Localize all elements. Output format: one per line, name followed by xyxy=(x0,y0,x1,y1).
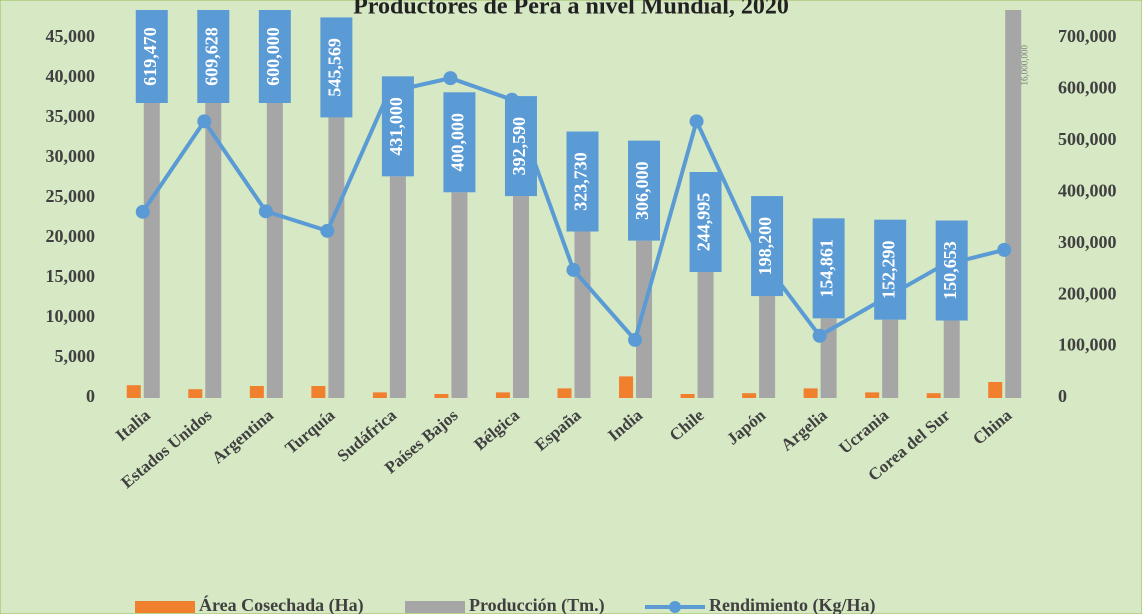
bar xyxy=(988,382,1003,398)
line-point xyxy=(566,262,581,277)
y-tick-label: 30,000 xyxy=(46,146,96,166)
bar xyxy=(619,376,634,398)
bar xyxy=(759,296,776,398)
line-point xyxy=(320,223,335,238)
y-tick-label: 45,000 xyxy=(46,26,96,46)
bar xyxy=(389,176,406,398)
y-tick-label: 25,000 xyxy=(46,186,96,206)
legend-swatch xyxy=(669,601,681,613)
value-label: 306,000 xyxy=(632,161,652,220)
bar xyxy=(266,89,283,398)
legend-label: Rendimiento (Kg/Ha) xyxy=(709,595,876,614)
value-label: 392,590 xyxy=(509,117,529,176)
y2-tick-label: 200,000 xyxy=(1058,283,1117,303)
value-label-box xyxy=(566,131,599,232)
line-point xyxy=(997,242,1012,257)
line-point xyxy=(197,114,212,129)
value-label-box xyxy=(504,96,537,197)
bar xyxy=(574,231,591,398)
value-label-box xyxy=(381,76,414,177)
legend-swatch xyxy=(405,601,465,613)
line-point xyxy=(689,114,704,129)
bar xyxy=(205,84,222,399)
line-point xyxy=(258,204,273,219)
bar xyxy=(882,319,899,398)
value-label-box xyxy=(135,10,168,103)
value-label-box xyxy=(443,92,476,193)
bar xyxy=(680,394,695,398)
bar xyxy=(803,388,818,398)
value-label: 154,861 xyxy=(817,239,837,298)
bar xyxy=(126,385,141,398)
value-label-box xyxy=(258,10,291,103)
bar xyxy=(512,196,529,398)
value-label: 152,290 xyxy=(878,240,898,299)
y2-tick-label: 400,000 xyxy=(1058,180,1117,200)
bar xyxy=(1005,10,1022,398)
value-label: 400,000 xyxy=(448,113,468,172)
bar xyxy=(434,394,449,398)
bar xyxy=(636,240,653,398)
value-label-box xyxy=(689,172,722,273)
y-tick-label: 0 xyxy=(86,386,95,406)
bar xyxy=(143,79,160,398)
y2-tick-label: 700,000 xyxy=(1058,26,1117,46)
bar xyxy=(249,386,264,398)
bar xyxy=(742,393,757,398)
bar xyxy=(943,320,960,398)
value-label-box xyxy=(812,218,845,319)
value-label-box xyxy=(751,196,784,297)
legend-label: Producción (Tm.) xyxy=(469,595,605,614)
value-label: 600,000 xyxy=(263,27,283,86)
value-label-box xyxy=(628,140,661,241)
line-point xyxy=(443,71,458,86)
value-label: 198,200 xyxy=(755,217,775,276)
y2-tick-label: 600,000 xyxy=(1058,78,1117,98)
line-point xyxy=(135,204,150,219)
y-tick-label: 10,000 xyxy=(46,306,96,326)
bar xyxy=(311,386,326,398)
y2-tick-label: 500,000 xyxy=(1058,129,1117,149)
value-label-box xyxy=(197,10,230,103)
value-label-box xyxy=(935,220,968,321)
bar xyxy=(557,388,572,398)
line-point xyxy=(812,328,827,343)
y-tick-label: 20,000 xyxy=(46,226,96,246)
value-label: 16,000,000 xyxy=(1019,45,1029,86)
value-label: 244,995 xyxy=(694,193,714,252)
bar xyxy=(495,392,510,398)
bar xyxy=(372,392,387,398)
bar xyxy=(926,393,941,398)
y-tick-label: 40,000 xyxy=(46,66,96,86)
bar xyxy=(328,117,345,398)
y2-tick-label: 0 xyxy=(1058,386,1067,406)
value-label: 609,628 xyxy=(201,27,221,86)
plot-area xyxy=(126,10,1022,399)
y2-tick-label: 300,000 xyxy=(1058,232,1117,252)
y2-tick-label: 100,000 xyxy=(1058,335,1117,355)
y-tick-label: 5,000 xyxy=(55,346,96,366)
value-label: 431,000 xyxy=(386,97,406,156)
value-label: 619,470 xyxy=(140,27,160,86)
bar xyxy=(451,192,468,398)
bar xyxy=(865,392,880,398)
legend-swatch xyxy=(135,601,195,613)
value-label: 545,569 xyxy=(324,38,344,97)
value-label: 323,730 xyxy=(571,152,591,211)
bar xyxy=(697,272,714,398)
chart-title: Productores de Pera a nivel Mundial, 202… xyxy=(353,0,789,20)
legend-label: Área Cosechada (Ha) xyxy=(199,594,364,614)
value-label-box xyxy=(874,219,907,320)
line-point xyxy=(628,332,643,347)
y-tick-label: 15,000 xyxy=(46,266,96,286)
bar xyxy=(188,389,203,398)
value-label-box xyxy=(320,17,353,118)
value-label: 150,653 xyxy=(940,241,960,300)
y-tick-label: 35,000 xyxy=(46,106,96,126)
